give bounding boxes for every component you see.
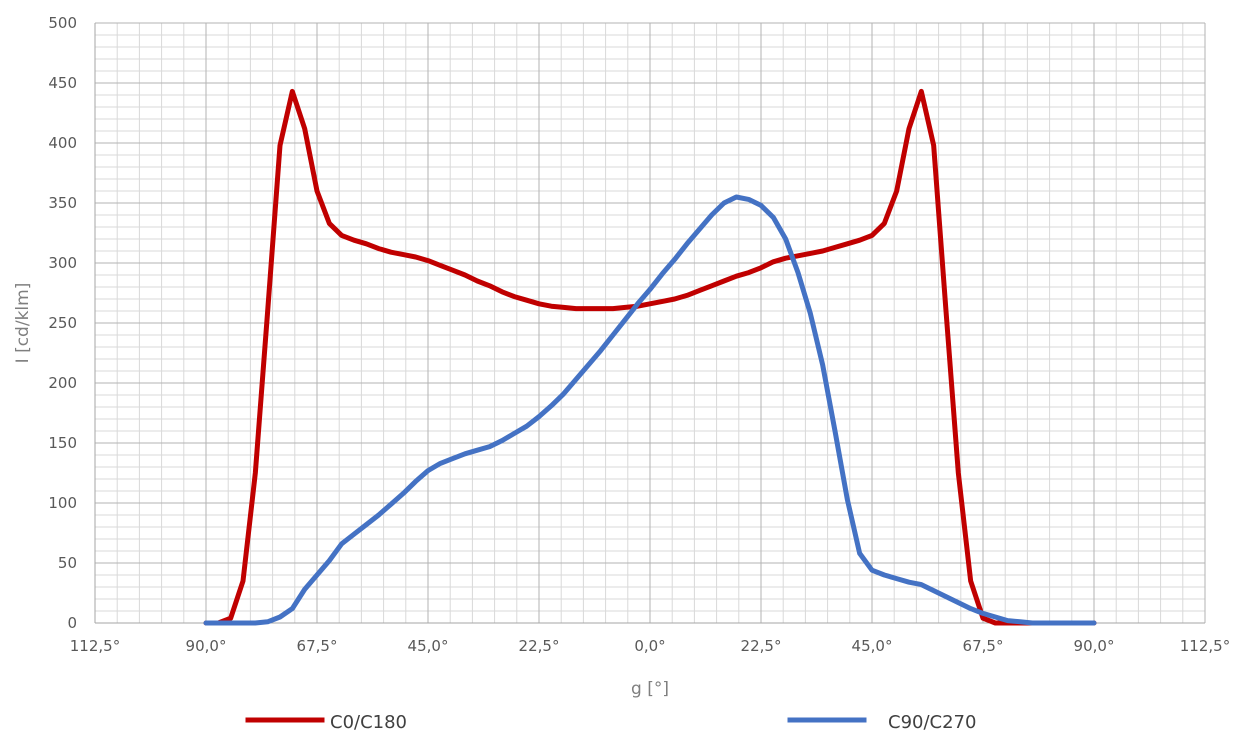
y-tick-label: 400 (48, 134, 77, 152)
legend: C0/C180 C90/C270 (245, 712, 976, 733)
x-tick-label: 0,0° (634, 637, 665, 655)
x-tick-label: 67,5° (297, 637, 338, 655)
x-tick-label: 112,5° (70, 637, 120, 655)
tick-labels: 0 50 100 150 200 250 300 350 400 450 500 112,5° 90,0… (48, 14, 1230, 655)
x-tick-label: 67,5° (963, 637, 1004, 655)
y-tick-label: 100 (48, 494, 77, 512)
series-line-c0-c180 (203, 88, 1097, 626)
grid (94, 22, 1206, 624)
legend-label-c90-c270: C90/C270 (888, 712, 976, 733)
x-tick-label: 22,5° (741, 637, 782, 655)
series-layer (203, 88, 1097, 626)
y-tick-label: 450 (48, 74, 77, 92)
y-tick-label: 0 (67, 614, 77, 632)
y-tick-label: 500 (48, 14, 77, 32)
y-tick-label: 250 (48, 314, 77, 332)
x-tick-label: 45,0° (408, 637, 449, 655)
x-tick-label: 45,0° (852, 637, 893, 655)
y-tick-label: 350 (48, 194, 77, 212)
y-tick-label: 200 (48, 374, 77, 392)
x-tick-label: 22,5° (519, 637, 560, 655)
legend-label-c0-c180: C0/C180 (330, 712, 407, 733)
y-tick-label: 150 (48, 434, 77, 452)
y-tick-label: 300 (48, 254, 77, 272)
x-tick-label: 112,5° (1180, 637, 1230, 655)
y-axis-title: I [cd/klm] (13, 283, 33, 364)
y-tick-label: 50 (58, 554, 77, 572)
x-axis-title: g [°] (631, 679, 669, 699)
series-line-c90-c270 (203, 194, 1097, 626)
x-tick-label: 90,0° (1074, 637, 1115, 655)
x-tick-label: 90,0° (186, 637, 227, 655)
